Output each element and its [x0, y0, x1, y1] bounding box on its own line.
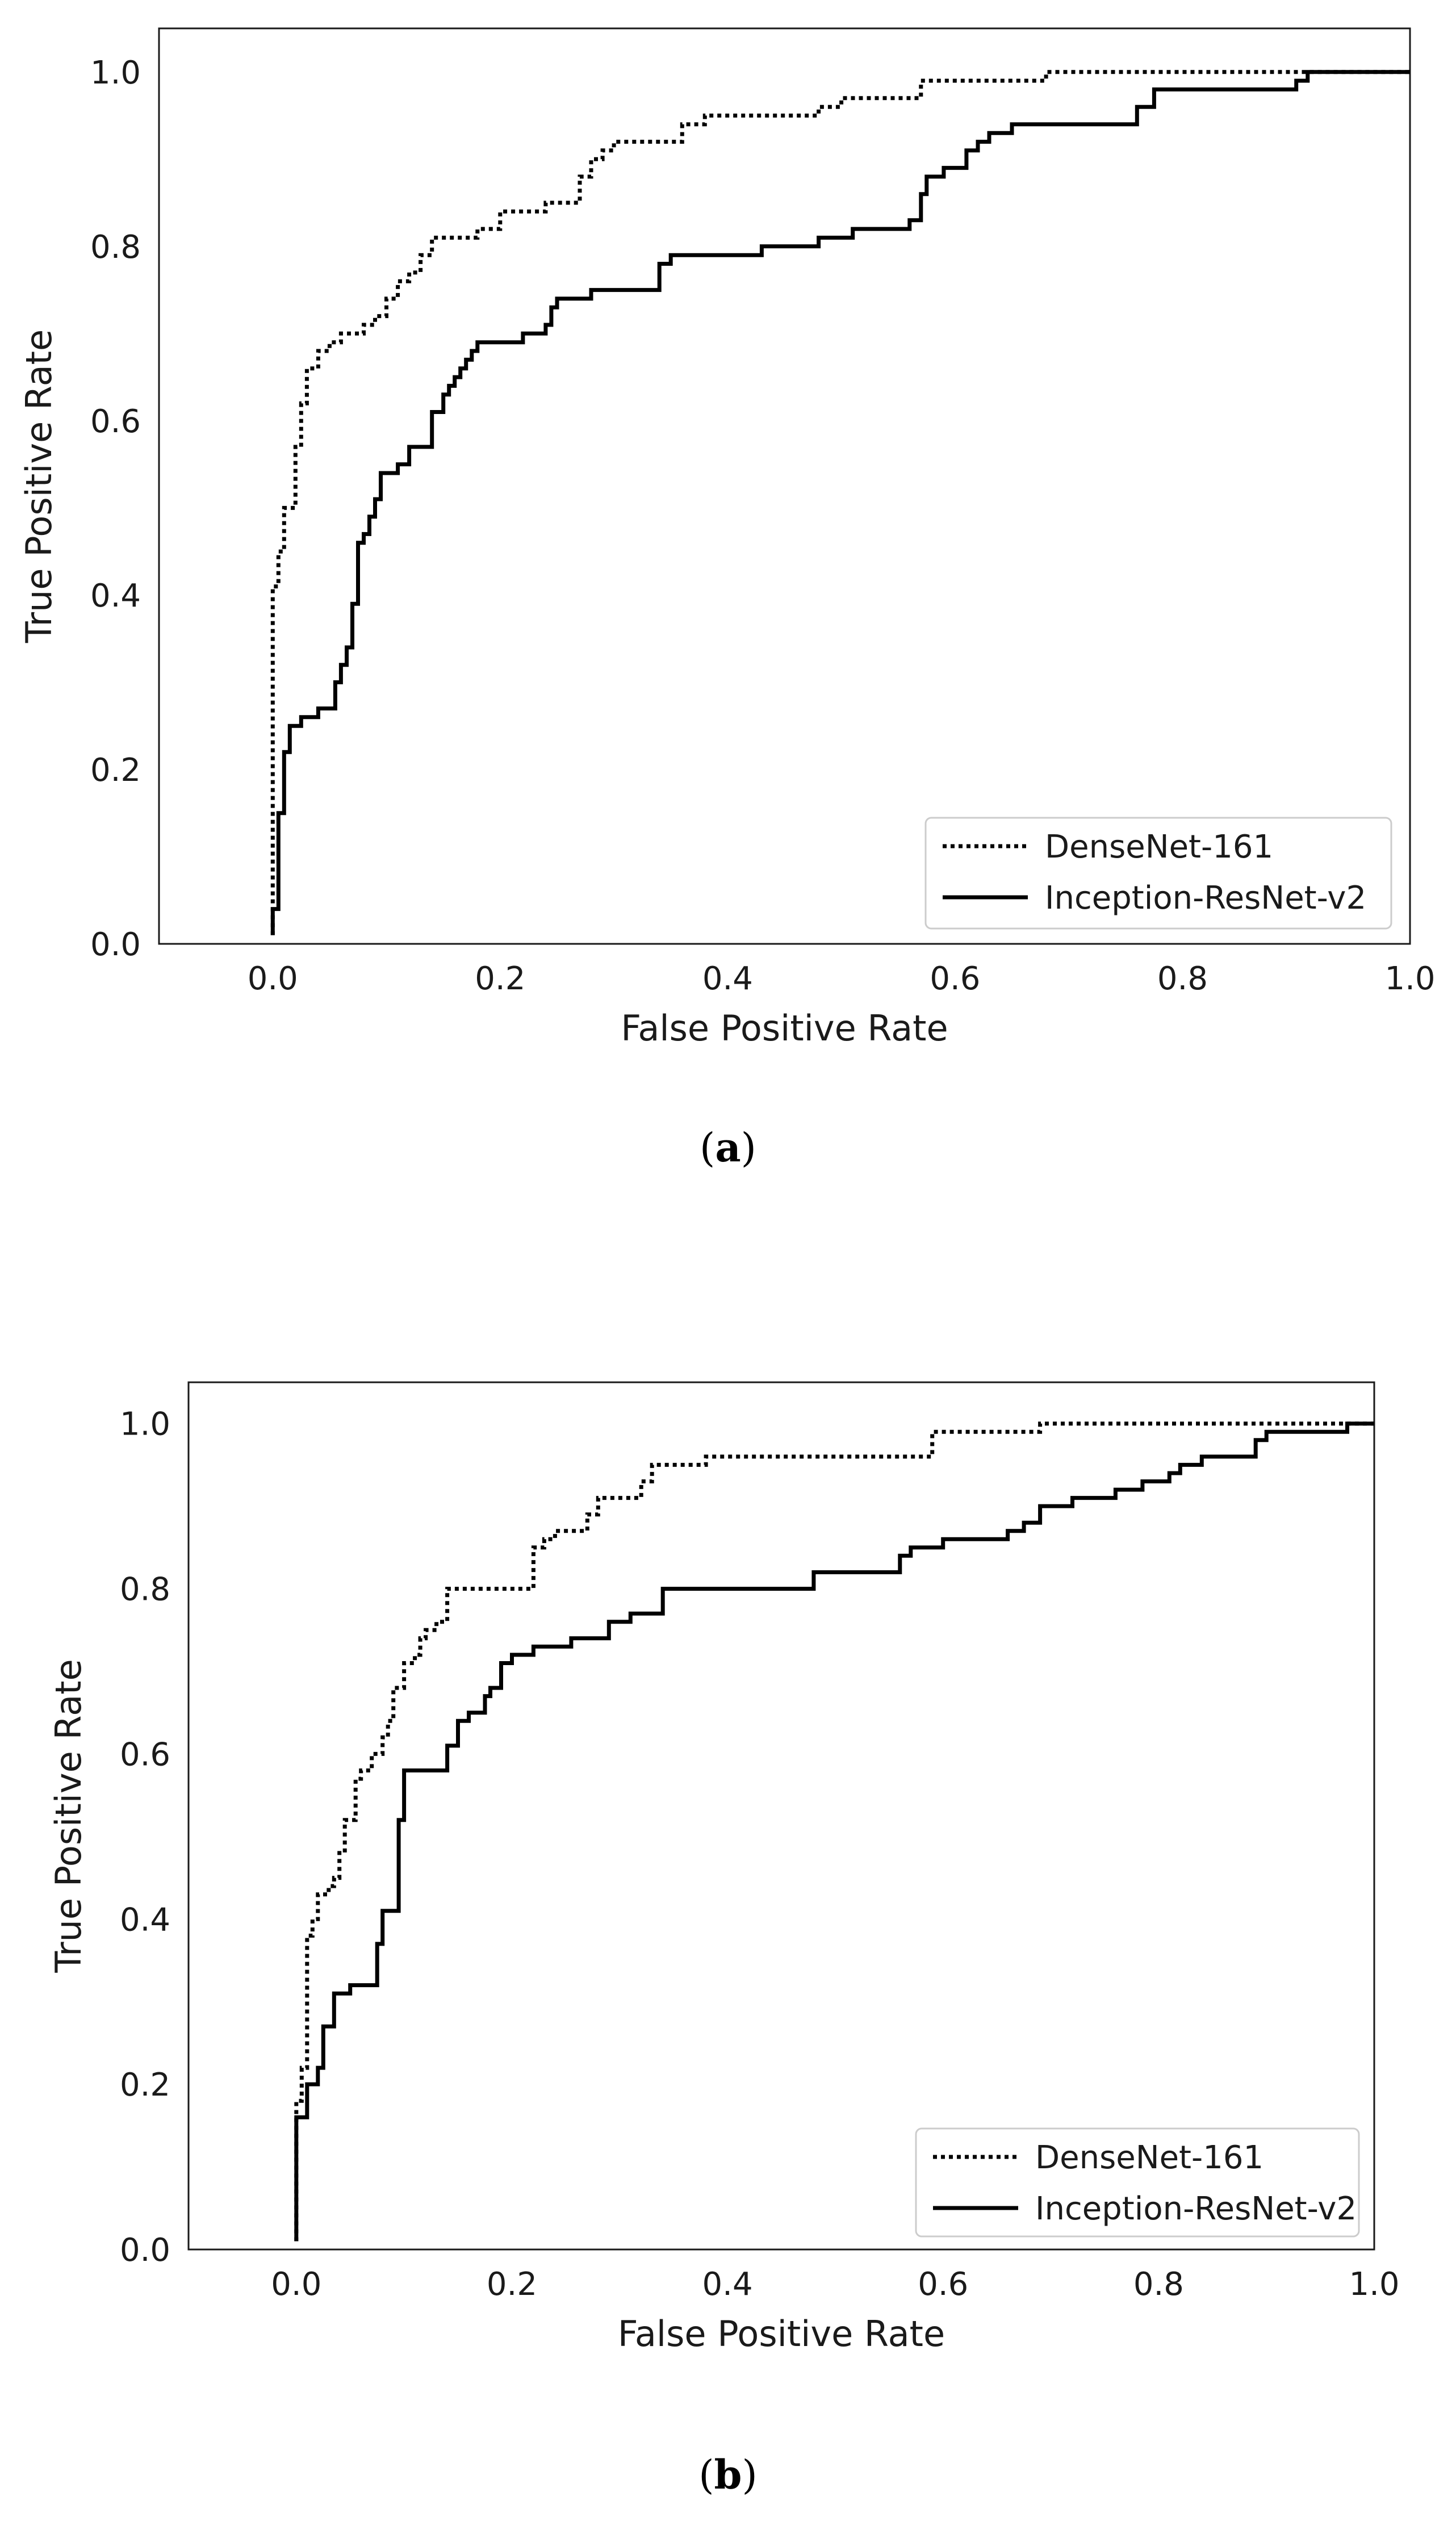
x-tick-label: 0.4	[702, 2266, 753, 2303]
x-tick-label: 1.0	[1384, 960, 1435, 997]
y-tick-label: 0.6	[90, 403, 141, 440]
x-tick-label: 0.8	[1133, 2266, 1184, 2303]
x-tick-label: 0.8	[1157, 960, 1208, 997]
y-axis-label: True Positive Rate	[48, 1659, 89, 1973]
y-tick-label: 0.4	[120, 1901, 170, 1938]
y-tick-label: 1.0	[90, 55, 141, 91]
x-axis-label: False Positive Rate	[618, 2313, 945, 2355]
y-tick-label: 0.8	[120, 1571, 170, 1608]
legend-label: DenseNet-161	[1045, 829, 1273, 865]
plot-frame	[187, 1381, 1375, 2251]
y-axis-label: True Positive Rate	[18, 329, 60, 643]
series-line-inception-resnet-v2	[270, 70, 1410, 935]
legend-label: DenseNet-161	[1035, 2139, 1263, 2176]
panel-caption: (b)	[698, 2451, 758, 2498]
y-tick-label: 0.2	[90, 752, 141, 789]
chart-panel-a: 0.0 0.2 0.4 0.6 0.8 1.0 0.0 0.2 0.4 0.6 0.8 1.0 Fals…	[18, 27, 1436, 1171]
x-tick-label: 0.4	[702, 960, 753, 997]
series-line-inception-resnet-v2	[294, 1421, 1374, 2242]
series-line-densenet-161	[294, 1421, 1374, 2242]
y-tick-label: 0.0	[120, 2232, 170, 2269]
legend-label: Inception-ResNet-v2	[1035, 2190, 1357, 2227]
legend-label: Inception-ResNet-v2	[1045, 880, 1366, 917]
x-tick-label: 0.2	[475, 960, 525, 997]
y-tick-label: 1.0	[120, 1406, 170, 1443]
plot-frame	[158, 27, 1411, 945]
series-line-densenet-161	[270, 70, 1410, 935]
x-tick-label: 1.0	[1349, 2266, 1399, 2303]
x-tick-label: 0.2	[487, 2266, 537, 2303]
x-tick-label: 0.6	[918, 2266, 968, 2303]
x-tick-label: 0.0	[271, 2266, 321, 2303]
legend-box	[924, 817, 1392, 930]
panel-caption: (a)	[700, 1124, 756, 1171]
y-tick-label: 0.6	[120, 1736, 170, 1773]
y-tick-label: 0.8	[90, 229, 141, 266]
x-tick-label: 0.0	[248, 960, 298, 997]
y-tick-label: 0.2	[120, 2067, 170, 2104]
x-axis-label: False Positive Rate	[621, 1007, 948, 1049]
y-tick-label: 0.0	[90, 926, 141, 963]
x-tick-label: 0.6	[930, 960, 980, 997]
legend-box	[915, 2127, 1360, 2238]
y-tick-label: 0.4	[90, 578, 141, 614]
chart-panel-b: 0.0 0.2 0.4 0.6 0.8 1.0 0.0 0.2 0.4 0.6 0.8 1.0 Fals…	[48, 1381, 1400, 2498]
